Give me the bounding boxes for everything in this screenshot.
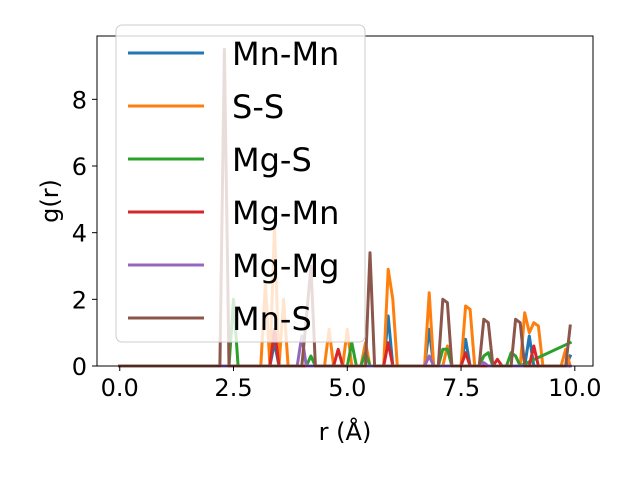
legend-item-mg-mg: Mg-Mg: [128, 247, 339, 285]
y-axis-label: g(r): [36, 179, 64, 223]
legend-label: S-S: [232, 88, 284, 126]
x-axis-label: r (Å): [319, 417, 372, 446]
y-axis: 0 2 4 6 8: [72, 86, 97, 381]
y-tick-label: 8: [72, 86, 87, 114]
x-tick-label: 10.0: [548, 374, 601, 402]
legend-label: Mg-S: [232, 141, 312, 179]
y-tick-label: 6: [72, 153, 87, 181]
legend-label: Mg-Mn: [232, 194, 339, 232]
legend-frame: [115, 24, 366, 343]
y-tick-label: 2: [72, 286, 87, 314]
legend-label: Mg-Mg: [232, 247, 339, 285]
legend-item-s-s: S-S: [128, 88, 284, 126]
legend-label: Mn-Mn: [232, 35, 339, 73]
legend: Mn-Mn S-S Mg-S Mg-Mn Mg-Mg Mn-S: [115, 24, 366, 343]
x-tick-label: 0.0: [101, 374, 139, 402]
legend-item-mn-mn: Mn-Mn: [128, 35, 339, 73]
legend-items: Mn-Mn S-S Mg-S Mg-Mn Mg-Mg Mn-S: [128, 35, 339, 338]
x-tick-label: 7.5: [442, 374, 480, 402]
legend-item-mg-mn: Mg-Mn: [128, 194, 339, 232]
y-tick-label: 0: [72, 353, 87, 381]
legend-label: Mn-S: [232, 300, 312, 338]
legend-item-mg-s: Mg-S: [128, 141, 312, 179]
y-tick-label: 4: [72, 220, 87, 248]
x-axis: 0.0 2.5 5.0 7.5 10.0: [101, 366, 602, 402]
x-tick-label: 5.0: [328, 374, 366, 402]
legend-item-mn-s: Mn-S: [128, 300, 312, 338]
x-tick-label: 2.5: [214, 374, 252, 402]
